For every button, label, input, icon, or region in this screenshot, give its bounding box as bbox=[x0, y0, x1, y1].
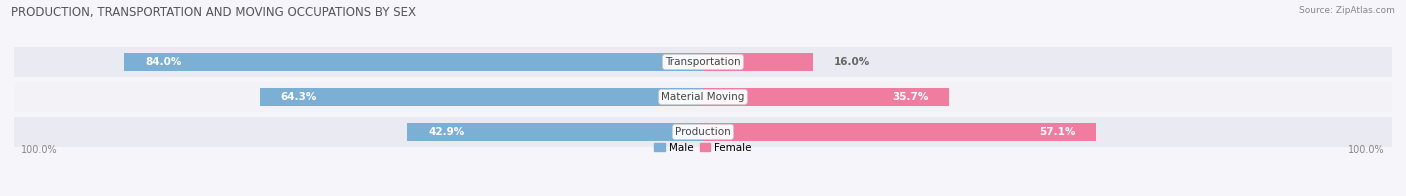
Bar bbox=[408, 123, 703, 141]
Text: 100.0%: 100.0% bbox=[1348, 145, 1385, 155]
Bar bbox=[703, 53, 813, 71]
Text: 84.0%: 84.0% bbox=[145, 57, 181, 67]
Text: 16.0%: 16.0% bbox=[834, 57, 870, 67]
Bar bbox=[703, 88, 949, 106]
Legend: Male, Female: Male, Female bbox=[650, 138, 756, 157]
Text: Source: ZipAtlas.com: Source: ZipAtlas.com bbox=[1299, 6, 1395, 15]
Bar bbox=[14, 117, 1392, 147]
Bar bbox=[260, 88, 703, 106]
Text: Production: Production bbox=[675, 127, 731, 137]
Text: 57.1%: 57.1% bbox=[1039, 127, 1076, 137]
Bar bbox=[14, 82, 1392, 112]
Text: 100.0%: 100.0% bbox=[21, 145, 58, 155]
Bar bbox=[703, 123, 1097, 141]
Text: 35.7%: 35.7% bbox=[891, 92, 928, 102]
Text: 42.9%: 42.9% bbox=[427, 127, 464, 137]
Text: Transportation: Transportation bbox=[665, 57, 741, 67]
Text: 64.3%: 64.3% bbox=[281, 92, 318, 102]
Text: Material Moving: Material Moving bbox=[661, 92, 745, 102]
Bar bbox=[124, 53, 703, 71]
Bar bbox=[14, 47, 1392, 77]
Text: PRODUCTION, TRANSPORTATION AND MOVING OCCUPATIONS BY SEX: PRODUCTION, TRANSPORTATION AND MOVING OC… bbox=[11, 6, 416, 19]
